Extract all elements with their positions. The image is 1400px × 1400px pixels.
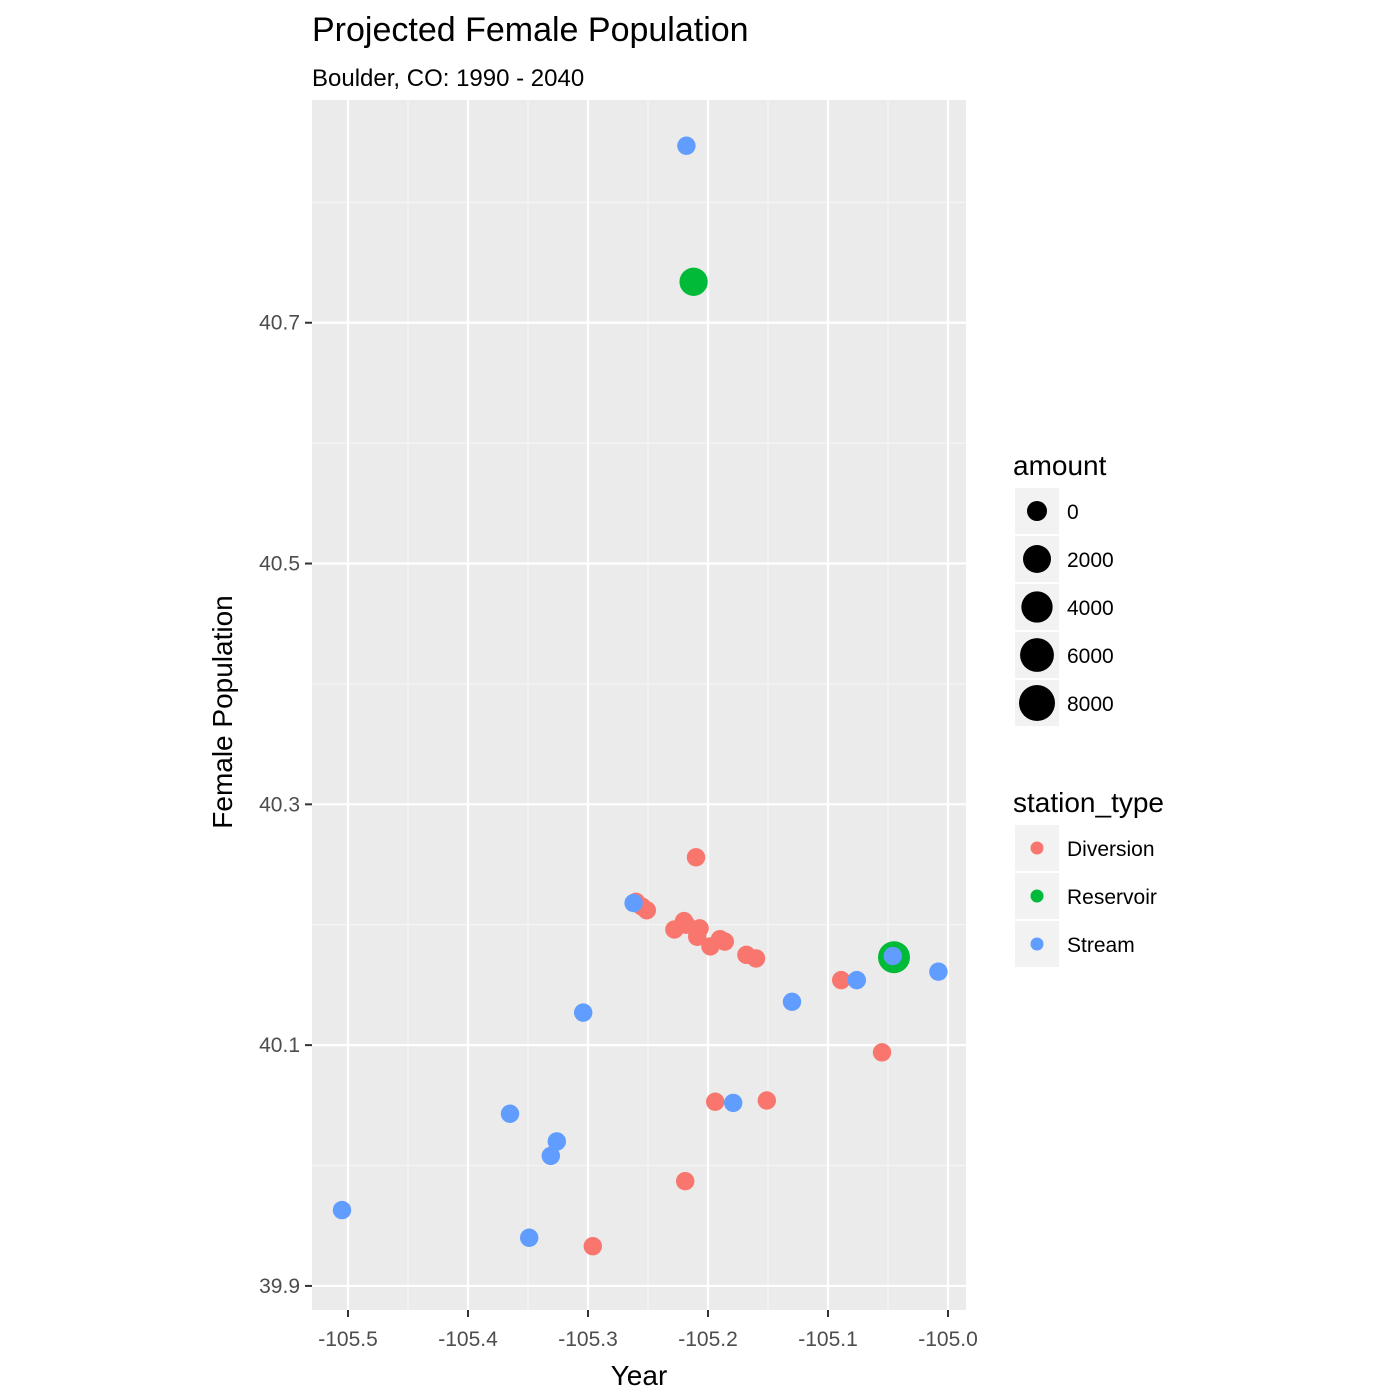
y-axis: 39.9 40.1 40.3 40.5 40.7	[259, 312, 312, 1298]
chart-title: Projected Female Population	[312, 11, 749, 49]
size-legend-symbol	[1019, 685, 1055, 721]
y-tick-label: 40.1	[259, 1034, 300, 1057]
point-reservoir	[679, 267, 708, 296]
point-stream	[929, 962, 948, 981]
color-legend-symbol-diversion	[1030, 841, 1044, 855]
size-legend-label: 0	[1067, 501, 1079, 524]
grid-major	[312, 100, 966, 1310]
point-stream	[573, 1003, 593, 1022]
y-tick-label: 39.9	[259, 1275, 300, 1298]
point-stream	[500, 1104, 520, 1123]
y-tick-label: 40.7	[259, 312, 300, 335]
point-diversion	[687, 927, 707, 946]
color-legend-title: station_type	[1013, 787, 1164, 818]
y-axis-title: Female Population	[207, 595, 238, 828]
size-legend-label: 8000	[1067, 693, 1114, 716]
grid-minor	[312, 100, 966, 1310]
size-legend-symbol	[1021, 591, 1053, 623]
point-diversion	[757, 1091, 777, 1110]
color-legend-symbol-stream	[1030, 937, 1044, 951]
point-diversion	[872, 1043, 892, 1062]
x-tick-label: -105.0	[918, 1328, 978, 1351]
chart-subtitle: Boulder, CO: 1990 - 2040	[312, 65, 584, 92]
point-stream	[332, 1200, 352, 1220]
color-legend-label: Diversion	[1067, 838, 1155, 861]
x-tick-label: -105.5	[318, 1328, 378, 1351]
point-diversion	[675, 1171, 695, 1191]
y-tick-label: 40.5	[259, 553, 300, 576]
y-tick-label: 40.3	[259, 793, 300, 816]
point-stream	[519, 1228, 539, 1247]
point-stream	[624, 893, 643, 913]
point-diversion	[583, 1236, 603, 1256]
point-diversion	[831, 970, 851, 990]
color-legend: station_type Diversion Reservoir Stream	[1013, 787, 1164, 967]
color-legend-symbol-reservoir	[1030, 889, 1044, 903]
x-axis-title: Year	[611, 1360, 668, 1391]
x-tick-label: -105.1	[798, 1328, 858, 1351]
point-diversion	[715, 932, 735, 951]
point-stream	[782, 992, 802, 1011]
point-stream	[883, 946, 903, 966]
size-legend-label: 2000	[1067, 549, 1114, 572]
point-stream	[847, 970, 867, 990]
panel-background	[312, 100, 966, 1310]
x-axis: -105.5 -105.4 -105.3 -105.2 -105.1 -105.0	[318, 1310, 978, 1351]
point-diversion	[746, 949, 766, 968]
x-tick-label: -105.2	[678, 1328, 738, 1351]
size-legend-label: 4000	[1067, 597, 1114, 620]
x-tick-label: -105.3	[558, 1328, 618, 1351]
point-diversion	[686, 848, 706, 867]
point-diversion	[705, 1092, 725, 1111]
color-legend-label: Reservoir	[1067, 886, 1157, 909]
color-legend-label: Stream	[1067, 934, 1135, 957]
size-legend-title: amount	[1013, 450, 1107, 481]
plot-panel	[312, 100, 966, 1310]
x-tick-label: -105.4	[438, 1328, 498, 1351]
size-legend-symbol	[1020, 638, 1054, 672]
point-stream	[547, 1132, 567, 1151]
point-stream	[541, 1146, 561, 1166]
size-legend-label: 6000	[1067, 645, 1114, 668]
size-legend-symbol	[1027, 501, 1047, 521]
point-stream	[677, 136, 696, 155]
size-legend-symbol	[1023, 545, 1051, 573]
data-points	[332, 136, 948, 1256]
point-stream	[723, 1093, 743, 1113]
size-legend: amount 0 2000 4000 6000 8000	[1013, 450, 1114, 726]
